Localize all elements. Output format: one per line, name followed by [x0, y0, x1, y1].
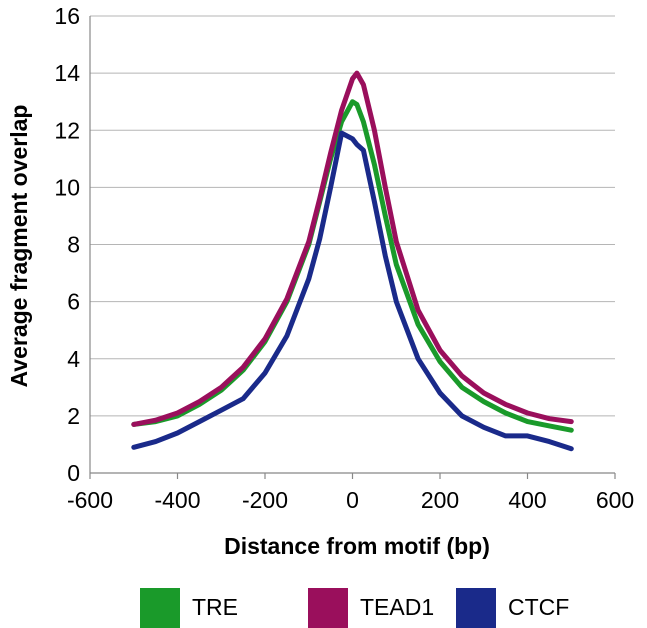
- y-axis-title: Average fragment overlap: [6, 105, 32, 388]
- series-line-tre: [131, 99, 574, 433]
- x-tick-label: -400: [154, 487, 200, 513]
- y-tick-label: 0: [67, 460, 80, 486]
- y-tick-label: 6: [67, 289, 80, 315]
- y-tick-labels: 0 2 4 6 8 10 12 14 16: [54, 3, 80, 486]
- series-lines: [131, 70, 574, 452]
- series-line-tead1: [131, 70, 574, 427]
- x-tick-label: 0: [346, 487, 359, 513]
- x-tick-label: 400: [508, 487, 546, 513]
- y-tick-label: 2: [67, 403, 80, 429]
- x-tick-labels: -600 -400 -200 0 200 400 600: [67, 487, 634, 513]
- x-tick-label: 600: [596, 487, 634, 513]
- legend-swatch-tre: [140, 588, 180, 628]
- legend-label-ctcf: CTCF: [508, 594, 569, 620]
- legend-swatch-ctcf: [456, 588, 496, 628]
- y-tick-label: 14: [54, 60, 80, 86]
- x-tick-label: 200: [421, 487, 459, 513]
- y-tick-label: 8: [67, 232, 80, 258]
- y-tick-label: 12: [54, 117, 80, 143]
- legend-swatch-tead1: [308, 588, 348, 628]
- x-axis-title: Distance from motif (bp): [224, 533, 490, 559]
- legend-label-tead1: TEAD1: [360, 594, 434, 620]
- y-tick-label: 4: [67, 346, 80, 372]
- legend-label-tre: TRE: [192, 594, 238, 620]
- x-tick-label: -600: [67, 487, 113, 513]
- axes: [89, 16, 616, 479]
- y-tick-label: 16: [54, 3, 80, 29]
- gridlines: [90, 15, 615, 417]
- legend: TRE TEAD1 CTCF: [140, 588, 569, 628]
- series-line-ctcf: [131, 130, 574, 452]
- x-tick-label: -200: [242, 487, 288, 513]
- y-tick-label: 10: [54, 174, 80, 200]
